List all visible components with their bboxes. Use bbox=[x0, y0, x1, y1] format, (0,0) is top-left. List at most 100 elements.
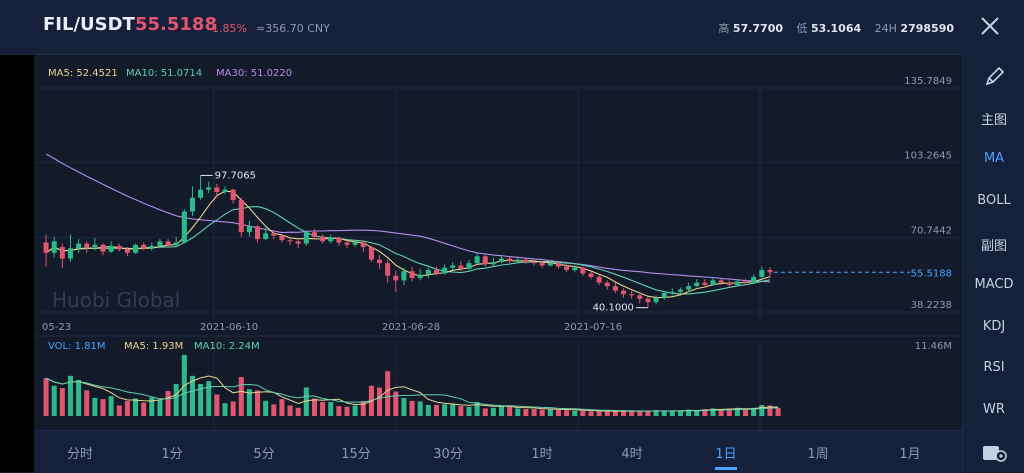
volume-bar bbox=[621, 410, 627, 416]
volume-bar bbox=[401, 397, 407, 416]
timeframe-4h[interactable]: 4时 bbox=[621, 447, 643, 462]
pencil-icon[interactable] bbox=[963, 66, 1024, 88]
volume-bar bbox=[393, 391, 399, 416]
timeframe-1h[interactable]: 1时 bbox=[531, 447, 553, 462]
volume-bar bbox=[271, 404, 277, 416]
header-bar: FIL/USDT 55.5188 -1.85% ≈356.70 CNY 高 57… bbox=[0, 0, 1024, 55]
candle-body bbox=[165, 241, 171, 245]
volume-bar bbox=[279, 399, 285, 416]
volume-bar bbox=[596, 411, 602, 416]
left-edge bbox=[0, 0, 34, 472]
volume-bar bbox=[751, 407, 757, 416]
volume-bar bbox=[198, 383, 204, 416]
volume-bar bbox=[336, 406, 342, 416]
candle-body bbox=[564, 266, 570, 271]
close-icon[interactable] bbox=[978, 14, 1002, 38]
vol-legend-vol: VOL: 1.81M bbox=[48, 341, 106, 352]
high-annotation: 97.7065 bbox=[215, 170, 256, 181]
timeframe-1mon[interactable]: 1月 bbox=[899, 447, 921, 462]
timeframe-1w[interactable]: 1周 bbox=[807, 447, 829, 462]
candle-body bbox=[238, 200, 244, 233]
legend-ma5: MA5: 52.4521 bbox=[48, 68, 118, 79]
candle-body bbox=[547, 263, 553, 266]
sidebar-item-wr[interactable]: WR bbox=[983, 402, 1005, 417]
candle-body bbox=[76, 243, 82, 249]
candle-body bbox=[572, 267, 578, 271]
volume-bar bbox=[149, 397, 155, 416]
candle-body bbox=[133, 244, 139, 253]
candle-body bbox=[629, 294, 635, 296]
candle-body bbox=[702, 282, 708, 285]
volume-bar bbox=[385, 371, 391, 416]
candle-body bbox=[124, 249, 130, 253]
candle-body bbox=[767, 270, 773, 273]
volume-bar bbox=[677, 410, 683, 416]
volume-bar bbox=[718, 409, 724, 416]
sidebar-item-boll[interactable]: BOLL bbox=[977, 193, 1011, 208]
volume-bar bbox=[214, 394, 220, 416]
volume-bar bbox=[523, 409, 529, 416]
candle-body bbox=[539, 263, 545, 266]
price-axis-label: 135.7849 bbox=[904, 76, 952, 87]
volume-bar bbox=[555, 409, 561, 416]
candlestick-chart[interactable]: Huobi Global 135.7849 103.2645 70.7442 38.2… bbox=[34, 54, 960, 430]
candle-body bbox=[255, 226, 261, 240]
volume-bar bbox=[67, 375, 73, 416]
volume-bar bbox=[206, 381, 212, 416]
candle-body bbox=[263, 233, 269, 240]
low-annotation: 40.1000 bbox=[593, 303, 634, 314]
candle-body bbox=[287, 240, 293, 242]
volume-bar bbox=[645, 410, 651, 416]
candle-body bbox=[458, 265, 464, 269]
sidebar-item-main[interactable]: 主图 bbox=[980, 113, 1007, 128]
sidebar-item-rsi[interactable]: RSI bbox=[983, 360, 1005, 375]
sidebar-item-kdj[interactable]: KDJ bbox=[982, 319, 1006, 334]
indicator-sidebar: 主图 MA BOLL 副图 MACD KDJ RSI WR bbox=[962, 54, 1024, 472]
candle-body bbox=[271, 233, 277, 236]
volume-bar bbox=[531, 409, 537, 416]
volume-bars bbox=[43, 354, 781, 416]
volume-bar bbox=[588, 411, 594, 416]
settings-gear-icon[interactable] bbox=[963, 440, 1024, 464]
low-value: 53.1064 bbox=[811, 22, 862, 35]
chart-area[interactable]: Huobi Global 135.7849 103.2645 70.7442 38.2… bbox=[34, 54, 960, 430]
volume-ma10-line bbox=[45, 377, 779, 412]
sidebar-item-macd[interactable]: MACD bbox=[974, 277, 1014, 292]
timeframe-15min[interactable]: 15分 bbox=[341, 447, 371, 462]
volume-bar bbox=[759, 404, 765, 416]
timeframe-tick[interactable]: 分时 bbox=[66, 447, 93, 462]
candle-body bbox=[425, 270, 431, 275]
candle-body bbox=[621, 290, 627, 295]
volume-bar bbox=[661, 410, 667, 416]
timeframe-1min[interactable]: 1分 bbox=[161, 447, 183, 462]
vol-legend-ma5: MA5: 1.93M bbox=[124, 341, 183, 352]
timeframe-5min[interactable]: 5分 bbox=[253, 447, 275, 462]
volume-bar bbox=[230, 401, 236, 416]
volume-bar bbox=[669, 411, 675, 416]
candle-body bbox=[718, 280, 724, 283]
date-axis-label: 2021-06-10 bbox=[200, 322, 258, 333]
volume-bar bbox=[43, 378, 49, 416]
candle-body bbox=[726, 282, 732, 285]
candle-body bbox=[181, 211, 187, 243]
volume-bar bbox=[564, 410, 570, 416]
stats-group: 高 57.7700 低 53.1064 24H 2798590 bbox=[718, 20, 964, 36]
timeframe-1d[interactable]: 1日 bbox=[715, 447, 737, 462]
volume-bar bbox=[490, 407, 496, 416]
volume-bar bbox=[360, 400, 366, 416]
chart-grid bbox=[34, 87, 960, 337]
date-axis-label: 2021-07-16 bbox=[564, 322, 622, 333]
price-axis-label: 103.2645 bbox=[904, 151, 952, 162]
volume-bar bbox=[189, 375, 195, 416]
ma5-line bbox=[45, 190, 771, 299]
sidebar-item-sub[interactable]: 副图 bbox=[980, 239, 1007, 254]
candle-body bbox=[303, 232, 309, 244]
candle-body bbox=[612, 286, 618, 291]
sidebar-item-ma[interactable]: MA bbox=[983, 151, 1005, 166]
pair-name: FIL/USDT bbox=[43, 14, 135, 35]
candle-body bbox=[100, 244, 106, 252]
candle-body bbox=[596, 276, 602, 283]
volume-bar bbox=[743, 409, 749, 416]
candle-body bbox=[43, 242, 49, 253]
timeframe-30min[interactable]: 30分 bbox=[433, 447, 463, 462]
